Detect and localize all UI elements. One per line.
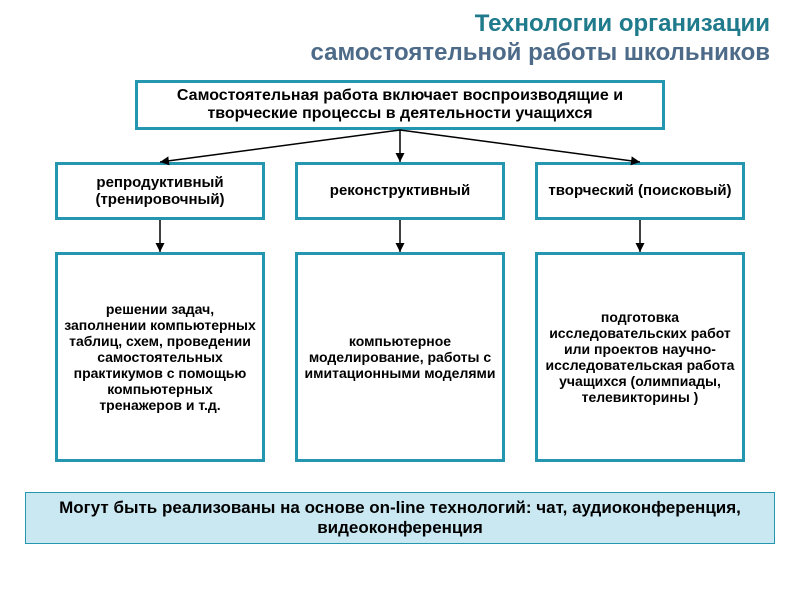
detail-text: решении задач, заполнении компьютерных т…	[64, 301, 256, 414]
footer-text: Могут быть реализованы на основе on-line…	[36, 498, 764, 539]
root-box-text: Самостоятельная работа включает воспроиз…	[144, 87, 656, 124]
footer-box: Могут быть реализованы на основе on-line…	[25, 492, 775, 544]
category-box-reconstructive: реконструктивный	[295, 162, 505, 220]
category-label: реконструктивный	[330, 182, 470, 199]
category-box-creative: творческий (поисковый)	[535, 162, 745, 220]
detail-box-reconstructive: компьютерное моделирование, работы с ими…	[295, 252, 505, 462]
detail-text: компьютерное моделирование, работы с ими…	[304, 333, 496, 381]
detail-box-creative: подготовка исследовательских работ или п…	[535, 252, 745, 462]
detail-box-reproductive: решении задач, заполнении компьютерных т…	[55, 252, 265, 462]
root-box: Самостоятельная работа включает воспроиз…	[135, 80, 665, 130]
category-label: творческий (поисковый)	[548, 182, 731, 199]
title-line-2: самостоятельной работы школьников	[30, 39, 770, 68]
title-line-1: Технологии организации	[30, 10, 770, 39]
detail-text: подготовка исследовательских работ или п…	[544, 309, 736, 406]
category-label: репродуктивный (тренировочный)	[64, 174, 256, 209]
page-title: Технологии организации самостоятельной р…	[0, 0, 800, 76]
category-box-reproductive: репродуктивный (тренировочный)	[55, 162, 265, 220]
